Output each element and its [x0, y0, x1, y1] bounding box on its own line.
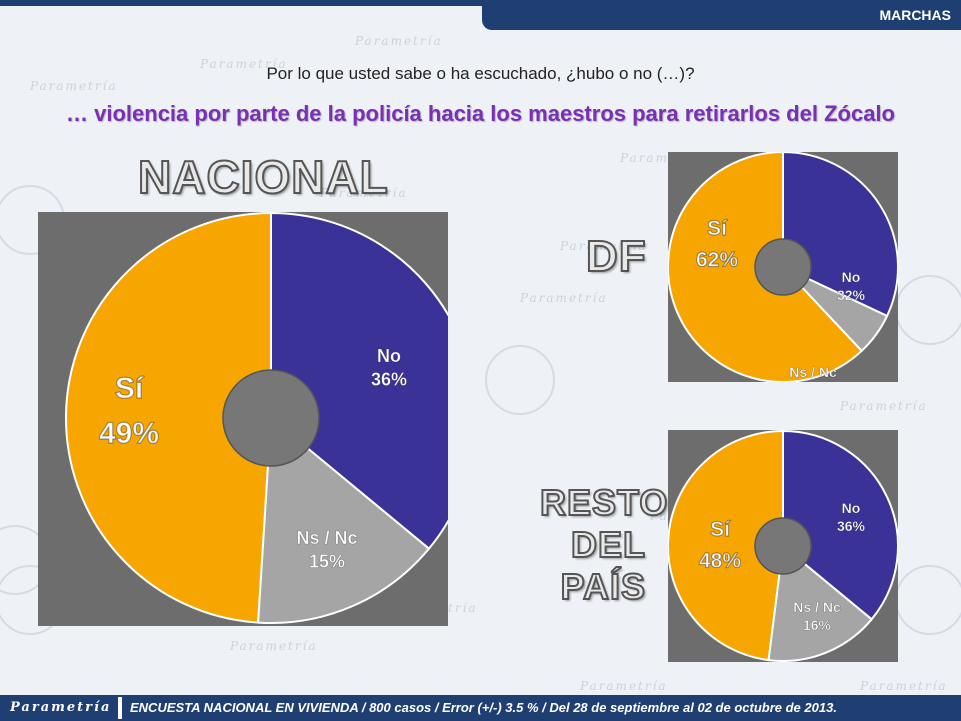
chart-title-resto: RESTO DEL PAÍS [539, 481, 669, 608]
footer-logo: Parametría [10, 700, 112, 715]
watermark-text: Parametría [229, 639, 318, 653]
question-text: Por lo que usted sabe o ha escuchado, ¿h… [266, 64, 695, 83]
pie-slice-value: 16% [803, 617, 832, 633]
watermark-text: Parametría [839, 399, 928, 413]
chart-title-resto-line-1: RESTO [539, 481, 669, 524]
pie-chart-nacional: Sí 49% No 36% Ns / Nc 15% [65, 212, 448, 624]
pie-slice-value: 32% [837, 287, 866, 303]
pie-slice-value: 36% [371, 369, 407, 389]
pie-center-hole [754, 517, 812, 575]
pie-slice-label: Ns / Nc [789, 364, 837, 380]
pie-slice-label: Sí [707, 217, 728, 240]
chart-title-resto-line-2: DEL [570, 523, 646, 566]
footer-bar [0, 695, 961, 721]
pie-slice-label: Ns / Nc [296, 528, 357, 548]
watermark-text: Parametría [354, 34, 443, 48]
pie-slice-label: Ns / Nc [793, 599, 841, 615]
watermark-text: Parametría [859, 679, 948, 693]
pie-slice-label: No [842, 269, 861, 285]
pie-slice-value: 62% [696, 249, 738, 272]
pie-chart-resto: Sí 48% No 36% Ns / Nc 16% [668, 430, 898, 662]
pie-slice [668, 430, 784, 662]
section-tag: MARCHAS [482, 2, 961, 30]
watermark-text: Parametría [199, 57, 288, 71]
watermark-text: Parametría [579, 679, 668, 693]
watermark-circle [895, 565, 961, 635]
pie-slice [782, 266, 889, 353]
section-tag-label: MARCHAS [879, 7, 951, 23]
header-bar [0, 0, 961, 6]
pie-slice-label: No [842, 500, 861, 516]
watermark-text: Parametría [29, 79, 118, 93]
pie-slice-label: Sí [710, 518, 731, 541]
watermark-text: Parametría [559, 239, 648, 253]
pie-slice-value: 36% [837, 518, 866, 534]
pie-center-hole [222, 369, 320, 467]
pie-slice-value: 15% [309, 551, 345, 571]
pie-slice [257, 415, 431, 624]
chart-title-nacional: NACIONAL [137, 150, 389, 204]
pie-slice [65, 212, 272, 624]
pie-slice-value: 48% [699, 550, 741, 573]
watermark-circle [485, 345, 555, 415]
pie-slice-label: Sí [115, 372, 145, 405]
watermark-text: Parametría [519, 291, 608, 305]
pie-slice [767, 544, 874, 662]
footer-divider [118, 697, 122, 719]
pie-center-hole [754, 238, 812, 296]
chart-title-resto-line-3: PAÍS [560, 565, 646, 608]
watermark-circle [895, 275, 961, 345]
chart-title-df: DF [585, 231, 647, 282]
pie-slice-label: No [377, 346, 401, 366]
chart-subtitle: … violencia por parte de la policía haci… [66, 101, 895, 126]
pie-slice [782, 430, 898, 621]
pie-slice [270, 212, 448, 551]
watermark-text: Parametría [319, 186, 408, 200]
pie-slice-value: 49% [99, 417, 159, 450]
footer-survey-note: ENCUESTA NACIONAL EN VIVIENDA / 800 caso… [130, 700, 837, 715]
pie-slice [782, 152, 898, 318]
